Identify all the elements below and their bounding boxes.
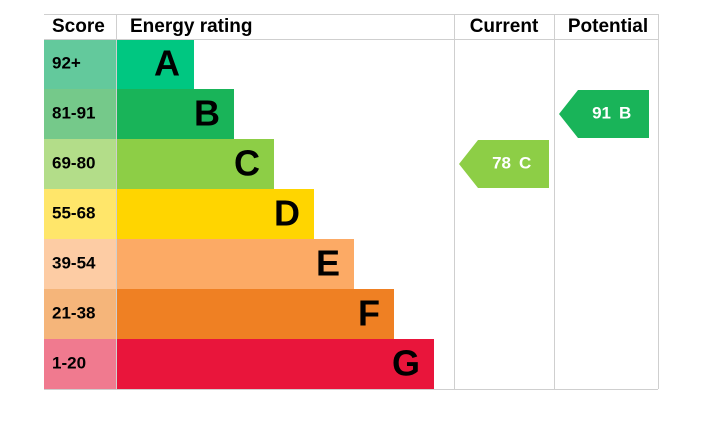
rating-header: Energy rating	[130, 16, 252, 37]
rating-bar	[116, 139, 274, 189]
current-header: Current	[470, 16, 539, 37]
score-label: 39-54	[52, 253, 96, 272]
rating-bar	[116, 89, 234, 139]
rating-bar	[116, 339, 434, 389]
rating-bar	[116, 39, 194, 89]
potential-value: 91	[592, 103, 611, 122]
score-header: Score	[52, 16, 105, 37]
score-cell	[44, 289, 116, 339]
score-label: 21-38	[52, 303, 95, 322]
score-cell	[44, 339, 116, 389]
rating-letter: A	[154, 43, 180, 84]
score-cell	[44, 39, 116, 89]
current-band: C	[519, 153, 531, 172]
current-value: 78	[492, 153, 511, 172]
rating-letter: F	[358, 293, 380, 334]
score-label: 69-80	[52, 153, 95, 172]
rating-bar	[116, 239, 354, 289]
rating-letter: E	[316, 243, 340, 284]
current-arrow	[459, 140, 549, 188]
potential-arrow	[559, 90, 649, 138]
potential-band: B	[619, 103, 631, 122]
rating-bar	[116, 189, 314, 239]
score-label: 92+	[52, 53, 81, 72]
score-label: 81-91	[52, 103, 95, 122]
score-cell	[44, 239, 116, 289]
rating-letter: D	[274, 193, 300, 234]
potential-header: Potential	[568, 16, 648, 37]
score-label: 1-20	[52, 353, 86, 372]
score-label: 55-68	[52, 203, 95, 222]
rating-letter: C	[234, 143, 260, 184]
rating-bar	[116, 289, 394, 339]
score-cell	[44, 139, 116, 189]
rating-letter: G	[392, 343, 420, 384]
rating-letter: B	[194, 93, 220, 134]
score-cell	[44, 189, 116, 239]
score-cell	[44, 89, 116, 139]
